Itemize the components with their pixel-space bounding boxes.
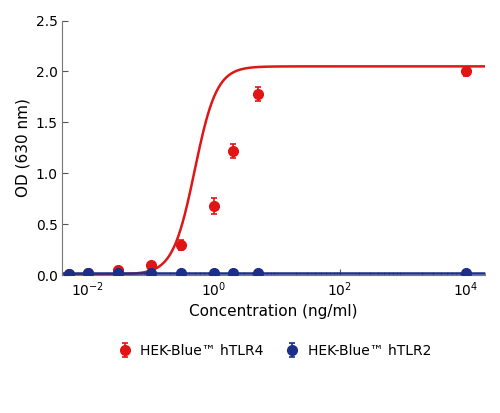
Y-axis label: OD (630 nm): OD (630 nm) (15, 98, 30, 197)
X-axis label: Concentration (ng/ml): Concentration (ng/ml) (190, 304, 358, 319)
Legend: HEK-Blue™ hTLR4, HEK-Blue™ hTLR2: HEK-Blue™ hTLR4, HEK-Blue™ hTLR2 (110, 338, 436, 363)
